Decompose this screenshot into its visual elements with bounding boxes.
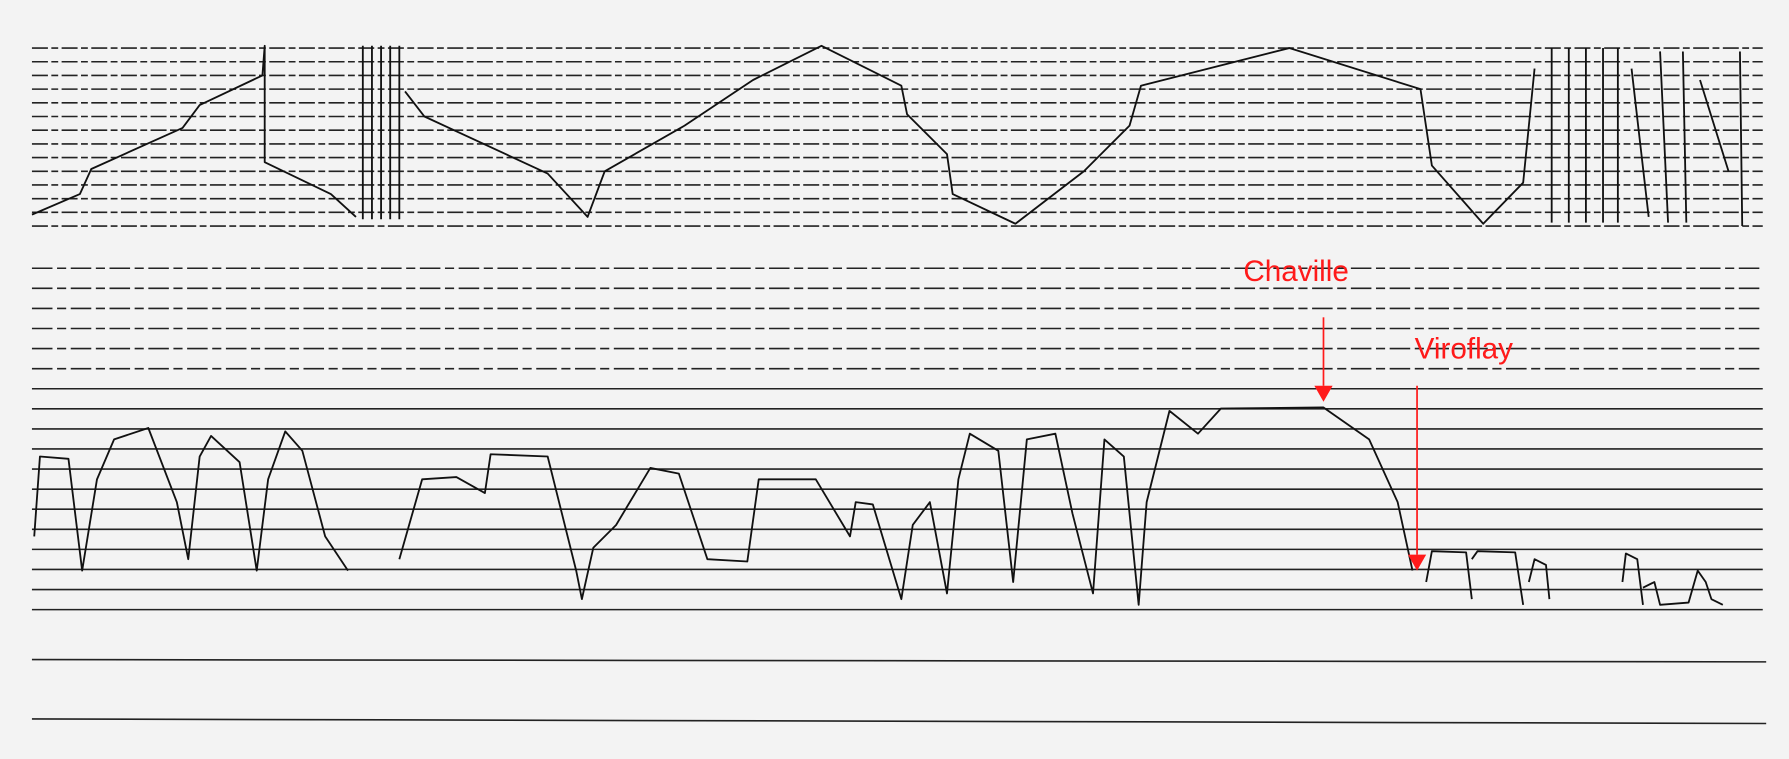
- paper: [0, 0, 1789, 759]
- annotation-label: Chaville: [1243, 255, 1348, 288]
- page: Chaville Viroflay (() => { const data = …: [0, 0, 1789, 759]
- recording-strip: Chaville Viroflay: [0, 0, 1789, 759]
- annotation-label: Viroflay: [1415, 332, 1514, 365]
